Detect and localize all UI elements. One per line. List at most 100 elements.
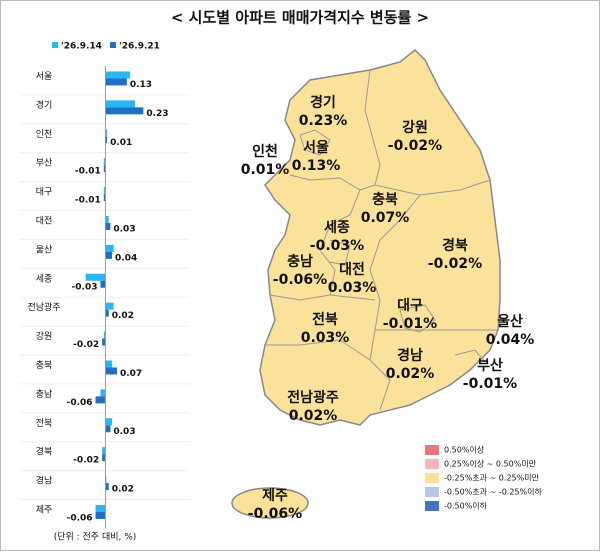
bar <box>95 396 106 404</box>
legend-swatch <box>52 42 58 48</box>
region-value: 0.07% <box>361 210 410 226</box>
value-label: -0.02 <box>73 340 99 350</box>
category-label: 경기 <box>36 99 53 111</box>
note: (단위 : 전주 대비, %) <box>54 532 137 543</box>
legend-label: '26.9.14 <box>61 42 102 52</box>
bar <box>100 389 106 397</box>
category-label: 부산 <box>36 158 53 169</box>
region-value: 0.04% <box>486 332 535 348</box>
region-value: 0.03% <box>328 280 377 296</box>
value-label: -0.02 <box>73 456 99 466</box>
bar <box>105 107 144 115</box>
bar <box>100 280 106 288</box>
category-label: 충북 <box>36 360 53 371</box>
region-value: -0.02% <box>388 138 442 154</box>
region-name: 제주 <box>262 488 288 504</box>
mainland-outline <box>259 48 501 426</box>
region-borders <box>265 69 498 411</box>
category-label: 충남 <box>36 389 53 400</box>
jeju-outline <box>231 487 309 519</box>
value-label: 0.02 <box>112 311 134 321</box>
map-legend-label: -0.50%초과 ~ -0.25%이하 <box>444 487 542 497</box>
value-label: 0.04 <box>115 253 137 263</box>
bar <box>105 302 114 310</box>
region-value: -0.01% <box>383 316 437 332</box>
bar <box>103 187 106 195</box>
bar <box>105 215 109 223</box>
value-label: -0.06 <box>67 398 93 408</box>
map-legend-swatch <box>425 473 439 483</box>
region-name: 인천 <box>252 143 278 160</box>
bar <box>103 158 106 166</box>
category-label: 경남 <box>36 475 53 487</box>
region-name: 울산 <box>497 313 523 330</box>
bar <box>105 71 131 79</box>
region-name: 강원 <box>402 119 428 136</box>
region-name: 충북 <box>372 192 398 208</box>
bar <box>95 504 106 512</box>
bar <box>105 251 113 259</box>
value-label: -0.01 <box>75 196 101 206</box>
region-value: -0.01% <box>463 376 517 392</box>
category-label: 제주 <box>36 504 53 515</box>
region-name: 경북 <box>442 237 468 254</box>
bar <box>105 129 108 137</box>
category-label: 인천 <box>36 129 53 140</box>
bar <box>105 100 136 108</box>
bar <box>85 273 106 281</box>
value-label: -0.06 <box>67 513 93 523</box>
map-legend-swatch <box>425 445 439 455</box>
category-label: 강원 <box>36 331 53 342</box>
title: < 시도별 아파트 매매가격지수 변동률 > <box>171 9 429 27</box>
region-value: -0.06% <box>248 506 302 522</box>
bar <box>105 367 117 375</box>
map <box>231 48 501 519</box>
region-name: 서울 <box>303 139 329 156</box>
bar <box>102 454 106 462</box>
map-legend-swatch <box>425 459 439 469</box>
category-label: 전남광주 <box>27 301 60 313</box>
region-value: 0.02% <box>289 408 338 424</box>
region-name: 경남 <box>397 347 423 364</box>
bar <box>105 483 109 491</box>
value-label: 0.01 <box>110 138 132 148</box>
region-value: -0.06% <box>273 272 327 288</box>
region-value: 0.02% <box>386 366 435 382</box>
value-label: -0.01 <box>75 167 101 177</box>
category-label: 전북 <box>36 418 53 429</box>
bar <box>105 78 127 86</box>
value-label: 0.03 <box>113 427 135 437</box>
region-name: 경기 <box>310 94 336 111</box>
bar <box>95 511 106 519</box>
bar <box>105 425 111 433</box>
legend-swatch <box>110 42 116 48</box>
value-label: 0.02 <box>112 485 134 495</box>
value-label: 0.07 <box>120 369 142 379</box>
region-name: 세종 <box>324 220 350 236</box>
legend-label: '26.9.21 <box>119 42 160 52</box>
region-value: 0.23% <box>299 113 348 129</box>
bar <box>103 331 106 339</box>
bar <box>103 194 106 202</box>
bar <box>103 165 106 173</box>
bar <box>102 447 106 455</box>
region-name: 전북 <box>312 311 338 328</box>
category-label: 대전 <box>36 215 53 226</box>
bar <box>105 309 109 317</box>
region-name: 부산 <box>477 357 503 374</box>
map-legend-swatch <box>425 487 439 497</box>
map-legend-label: 0.25%이상 ~ 0.50%미만 <box>444 459 537 469</box>
category-label: 울산 <box>36 244 53 255</box>
map-legend-label: 0.50%이상 <box>444 445 485 455</box>
region-value: 0.03% <box>301 330 350 346</box>
bar <box>105 244 114 252</box>
category-label: 경북 <box>36 446 53 458</box>
bar <box>105 222 111 230</box>
category-label: 세종 <box>36 273 53 284</box>
region-name: 대전 <box>339 261 365 278</box>
map-legend-swatch <box>425 501 439 511</box>
category-label: 대구 <box>36 187 53 198</box>
region-value: 0.01% <box>241 162 290 178</box>
region-name: 충남 <box>287 253 313 270</box>
